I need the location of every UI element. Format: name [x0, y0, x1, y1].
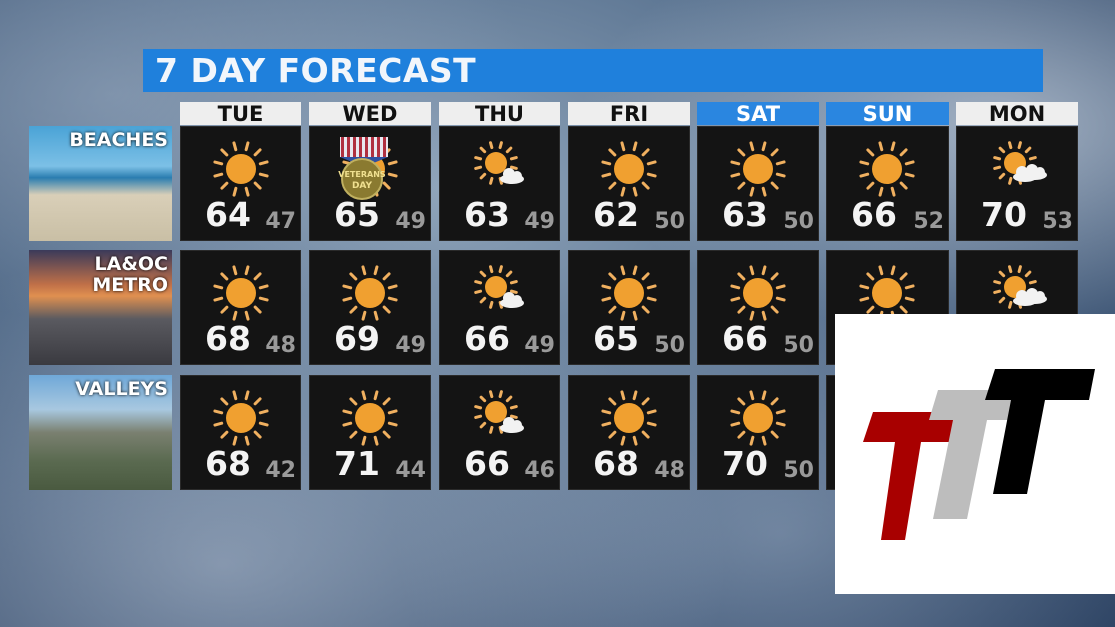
high-temp: 65 [593, 319, 639, 358]
high-temp: 68 [205, 444, 251, 483]
day-header-thu: THU [439, 102, 560, 126]
high-temp: 64 [205, 195, 251, 234]
forecast-cell: 68 48 [180, 250, 301, 365]
forecast-cell: 66 49 [439, 250, 560, 365]
high-temp: 62 [593, 195, 639, 234]
high-temp: 70 [722, 444, 768, 483]
high-temp: 63 [464, 195, 510, 234]
day-header-tue: TUE [180, 102, 301, 126]
region-0: BEACHES [29, 126, 172, 241]
forecast-cell: VETERANS DAY 65 49 [309, 126, 431, 241]
low-temp: 50 [783, 333, 814, 358]
low-temp: 48 [265, 333, 296, 358]
region-label: LA&OC METRO [92, 253, 168, 296]
forecast-cell: 63 50 [697, 126, 819, 241]
forecast-cell: 70 53 [956, 126, 1078, 241]
low-temp: 52 [913, 209, 944, 234]
forecast-cell: 70 50 [697, 375, 819, 490]
forecast-cell: 68 42 [180, 375, 301, 490]
forecast-cell: 66 50 [697, 250, 819, 365]
high-temp: 70 [981, 195, 1027, 234]
low-temp: 50 [654, 333, 685, 358]
forecast-cell: 62 50 [568, 126, 690, 241]
high-temp: 63 [722, 195, 768, 234]
low-temp: 44 [395, 458, 426, 483]
high-temp: 66 [722, 319, 768, 358]
high-temp: 66 [464, 444, 510, 483]
low-temp: 48 [654, 458, 685, 483]
low-temp: 47 [265, 209, 296, 234]
low-temp: 50 [654, 209, 685, 234]
low-temp: 50 [783, 458, 814, 483]
high-temp: 65 [334, 195, 380, 234]
high-temp: 68 [593, 444, 639, 483]
day-header-mon: MON [956, 102, 1078, 126]
forecast-cell: 64 47 [180, 126, 301, 241]
low-temp: 49 [395, 209, 426, 234]
low-temp: 49 [395, 333, 426, 358]
forecast-cell: 71 44 [309, 375, 431, 490]
day-header-fri: FRI [568, 102, 690, 126]
high-temp: 69 [334, 319, 380, 358]
low-temp: 53 [1042, 209, 1073, 234]
forecast-title: 7 DAY FORECAST [143, 49, 1043, 92]
forecast-cell: 66 52 [826, 126, 949, 241]
region-label: BEACHES [69, 129, 168, 151]
veterans-day-medal-icon: VETERANS DAY [338, 137, 388, 200]
high-temp: 68 [205, 319, 251, 358]
high-temp: 71 [334, 444, 380, 483]
forecast-cell: 65 50 [568, 250, 690, 365]
forecast-cell: 66 46 [439, 375, 560, 490]
day-header-sun: SUN [826, 102, 949, 126]
high-temp: 66 [851, 195, 897, 234]
forecast-cell: 63 49 [439, 126, 560, 241]
low-temp: 42 [265, 458, 296, 483]
svg-text:VETERANS: VETERANS [338, 170, 386, 179]
day-header-wed: WED [309, 102, 431, 126]
svg-text:DAY: DAY [352, 181, 373, 191]
region-label: VALLEYS [75, 378, 168, 400]
low-temp: 49 [524, 333, 555, 358]
high-temp: 66 [464, 319, 510, 358]
region-2: VALLEYS [29, 375, 172, 490]
day-header-sat: SAT [697, 102, 819, 126]
forecast-cell: 68 48 [568, 375, 690, 490]
forecast-cell: 69 49 [309, 250, 431, 365]
low-temp: 46 [524, 458, 555, 483]
low-temp: 49 [524, 209, 555, 234]
ttt-logo [835, 314, 1115, 594]
low-temp: 50 [783, 209, 814, 234]
region-1: LA&OC METRO [29, 250, 172, 365]
